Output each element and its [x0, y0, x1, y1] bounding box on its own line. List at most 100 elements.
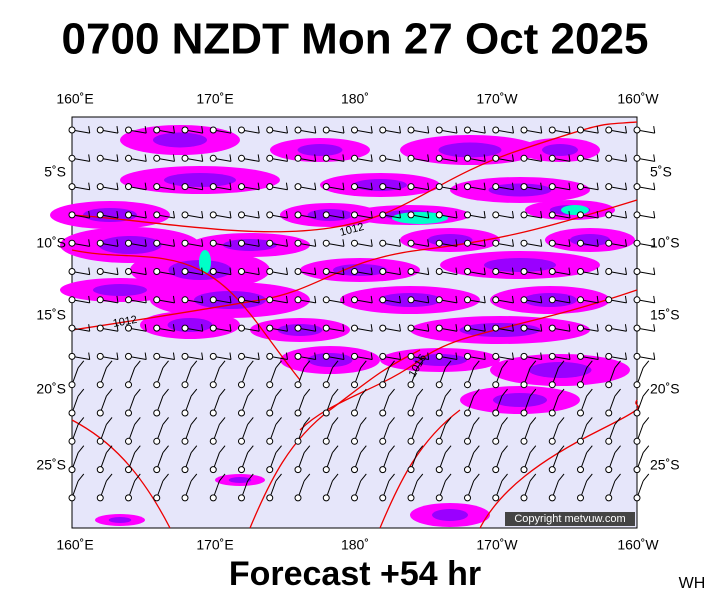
barb-flag: [501, 473, 508, 482]
barb-flag: [568, 324, 571, 332]
barb-flag: [398, 154, 401, 162]
station: [209, 296, 217, 304]
lat-label: 10˚S: [36, 235, 66, 251]
barb-flag: [596, 352, 599, 360]
barb-flag: [398, 324, 401, 332]
station: [125, 211, 132, 219]
station: [181, 381, 189, 389]
barb-flag: [257, 267, 260, 275]
barb-flag: [162, 388, 169, 397]
barb-flag: [134, 360, 141, 369]
station: [492, 352, 500, 360]
station: [266, 296, 274, 304]
barb-flag: [540, 324, 543, 332]
station: [322, 352, 330, 360]
station: [153, 466, 161, 474]
lon-label: 160˚W: [617, 537, 659, 553]
barb-flag: [134, 473, 141, 482]
station: [181, 296, 189, 304]
station: [181, 352, 189, 360]
station: [266, 268, 274, 275]
station: [492, 126, 500, 134]
station: [238, 183, 245, 191]
barb-flag: [568, 182, 571, 190]
station: [153, 126, 161, 134]
station: [294, 211, 302, 219]
station: [577, 352, 584, 360]
barb-flag: [285, 352, 288, 360]
station: [633, 494, 641, 502]
isobar-label: 1012: [112, 314, 138, 330]
station: [96, 466, 104, 474]
barb-flag: [455, 210, 458, 219]
station: [492, 381, 500, 389]
station: [322, 239, 330, 247]
station: [266, 352, 274, 360]
station: [153, 324, 161, 332]
barb-flag: [144, 295, 147, 303]
barb-flag: [511, 154, 514, 162]
station: [125, 437, 132, 445]
station: [464, 183, 471, 191]
station: [605, 324, 613, 332]
barb-flag: [247, 360, 254, 369]
barb-flag: [653, 126, 656, 134]
barb-flag: [303, 473, 311, 482]
station: [605, 211, 613, 219]
station: [633, 466, 641, 474]
barb-flag: [201, 239, 204, 247]
station: [266, 211, 274, 219]
station: [492, 409, 500, 417]
station: [209, 494, 217, 502]
station: [379, 466, 387, 474]
isobar: [71, 249, 301, 381]
station: [464, 296, 471, 304]
station: [605, 381, 613, 389]
barb-flag: [427, 154, 430, 162]
barb-flag: [614, 445, 621, 453]
barb-flag: [229, 154, 232, 162]
station: [209, 183, 217, 191]
barb-flag: [586, 417, 593, 425]
barb-flag: [116, 239, 119, 247]
station: [125, 296, 132, 304]
barb-flag: [483, 126, 486, 134]
station: [238, 437, 245, 445]
station: [68, 494, 76, 502]
station: [266, 409, 274, 417]
station: [379, 296, 387, 304]
station: [379, 268, 387, 275]
lon-label: 160˚E: [56, 537, 93, 553]
rain-core: [459, 323, 541, 337]
barb-flag: [77, 473, 85, 482]
barb-flag: [77, 388, 85, 397]
barb-flag: [257, 295, 260, 303]
station: [464, 494, 471, 502]
barb-flag: [257, 210, 260, 219]
barb-flag: [568, 210, 571, 219]
station: [577, 268, 584, 275]
barb-flag: [398, 352, 401, 360]
barb-flag: [116, 182, 119, 190]
barb-flag: [370, 154, 373, 162]
barb-flag: [332, 473, 339, 482]
station: [492, 183, 500, 191]
station: [407, 154, 415, 162]
barb-flag: [275, 360, 282, 369]
station: [379, 183, 387, 191]
station: [407, 239, 415, 247]
lon-label: 180˚: [341, 537, 369, 553]
barb-flag: [653, 267, 656, 275]
barb-flag: [596, 210, 599, 219]
station: [153, 409, 161, 417]
barb-flag: [370, 295, 373, 303]
barb-flag: [360, 417, 367, 425]
rain-core: [164, 173, 236, 187]
barb-flag: [229, 210, 232, 219]
station: [464, 409, 471, 417]
barb-flag: [511, 267, 514, 275]
station: [181, 154, 189, 162]
station: [238, 211, 245, 219]
station: [238, 352, 245, 360]
station: [181, 268, 189, 275]
